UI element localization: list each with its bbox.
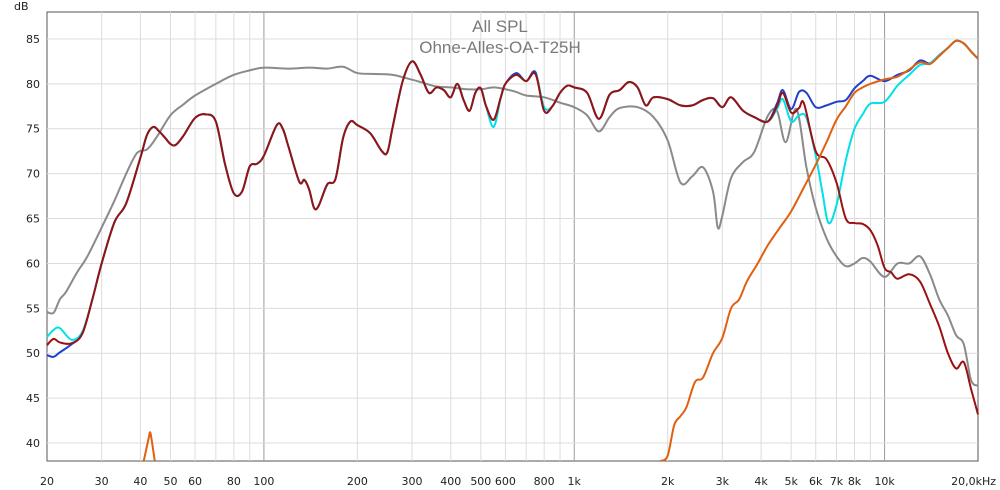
x-tick-label: 30: [95, 475, 109, 488]
y-tick-label: 65: [26, 213, 40, 226]
y-tick-label: 80: [26, 78, 40, 91]
x-tick-label: 2k: [661, 475, 675, 488]
y-tick-label: 75: [26, 123, 40, 136]
x-tick-label: 20: [40, 475, 54, 488]
y-tick-labels: 40 45 50 55 60 65 70 75 80 85: [26, 33, 40, 450]
series-line-3: [46, 60, 979, 415]
y-axis-label: dB: [14, 0, 29, 13]
x-tick-label: 1k: [568, 475, 582, 488]
x-tick-label: 40: [133, 475, 147, 488]
x-tick-label: 800: [534, 475, 555, 488]
x-tick-label: 100: [253, 475, 274, 488]
chart-subtitle: Ohne-Alles-OA-T25H: [419, 38, 581, 57]
x-tick-label: 5k: [784, 475, 798, 488]
plot-area: [46, 11, 979, 462]
x-tick-label: 300: [401, 475, 422, 488]
x-tick-label: 500: [470, 475, 491, 488]
x-tick-label: 6k: [809, 475, 823, 488]
y-tick-label: 55: [26, 302, 40, 315]
x-tick-label: 60: [188, 475, 202, 488]
series-layer: [46, 39, 979, 462]
x-tick-label: 200: [347, 475, 368, 488]
series-line-0: [46, 65, 979, 387]
y-tick-label: 85: [26, 33, 40, 46]
chart-title: All SPL: [472, 17, 528, 36]
series-line-5: [142, 431, 156, 462]
x-tick-label: 7k: [830, 475, 844, 488]
x-tick-labels: 20 30 40 50 60 80 100 200 300 400 500 600 800 1k 2k 3k 4…: [40, 475, 996, 488]
x-tick-label: 3k: [716, 475, 730, 488]
y-tick-label: 50: [26, 347, 40, 360]
x-tick-label: 8k: [848, 475, 862, 488]
y-tick-label: 60: [26, 257, 40, 270]
grid: [47, 12, 978, 461]
x-tick-label: 50: [163, 475, 177, 488]
x-tick-label: 4k: [754, 475, 768, 488]
x-tick-label: 10k: [874, 475, 895, 488]
y-tick-label: 45: [26, 392, 40, 405]
series-line-4: [660, 39, 979, 462]
x-tick-label: 600: [495, 475, 516, 488]
x-tick-label: 80: [227, 475, 241, 488]
x-tick-label: 400: [440, 475, 461, 488]
y-tick-label: 70: [26, 168, 40, 181]
y-tick-label: 40: [26, 437, 40, 450]
x-tick-label: 20,0kHz: [951, 475, 996, 488]
